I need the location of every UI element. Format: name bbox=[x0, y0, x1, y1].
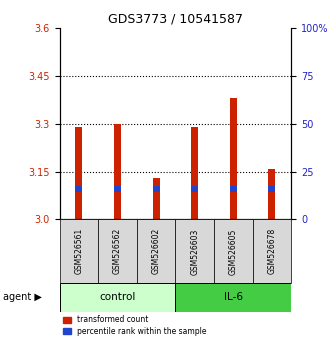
Bar bbox=[60, 219, 98, 283]
Bar bbox=[75, 127, 82, 219]
Bar bbox=[214, 219, 253, 283]
Text: agent ▶: agent ▶ bbox=[3, 292, 42, 302]
Text: GSM526678: GSM526678 bbox=[267, 228, 276, 274]
Text: GSM526562: GSM526562 bbox=[113, 228, 122, 274]
Bar bbox=[114, 186, 121, 193]
Bar bbox=[153, 186, 160, 193]
Bar bbox=[175, 219, 214, 283]
Bar bbox=[230, 98, 237, 219]
Text: IL-6: IL-6 bbox=[224, 292, 243, 302]
Bar bbox=[175, 283, 291, 312]
Bar bbox=[268, 169, 275, 219]
Bar bbox=[191, 186, 198, 193]
Bar bbox=[75, 186, 82, 193]
Bar bbox=[114, 124, 121, 219]
Text: control: control bbox=[99, 292, 136, 302]
Bar bbox=[191, 127, 198, 219]
Bar bbox=[153, 178, 160, 219]
Text: GSM526605: GSM526605 bbox=[229, 228, 238, 275]
Text: GSM526603: GSM526603 bbox=[190, 228, 199, 275]
Bar bbox=[137, 219, 175, 283]
Bar bbox=[98, 219, 137, 283]
Legend: transformed count, percentile rank within the sample: transformed count, percentile rank withi… bbox=[64, 315, 207, 336]
Bar bbox=[268, 186, 275, 193]
Bar bbox=[253, 219, 291, 283]
Text: GSM526561: GSM526561 bbox=[74, 228, 83, 274]
Bar bbox=[230, 186, 237, 193]
Title: GDS3773 / 10541587: GDS3773 / 10541587 bbox=[108, 13, 243, 26]
Bar bbox=[60, 283, 175, 312]
Text: GSM526602: GSM526602 bbox=[152, 228, 161, 274]
